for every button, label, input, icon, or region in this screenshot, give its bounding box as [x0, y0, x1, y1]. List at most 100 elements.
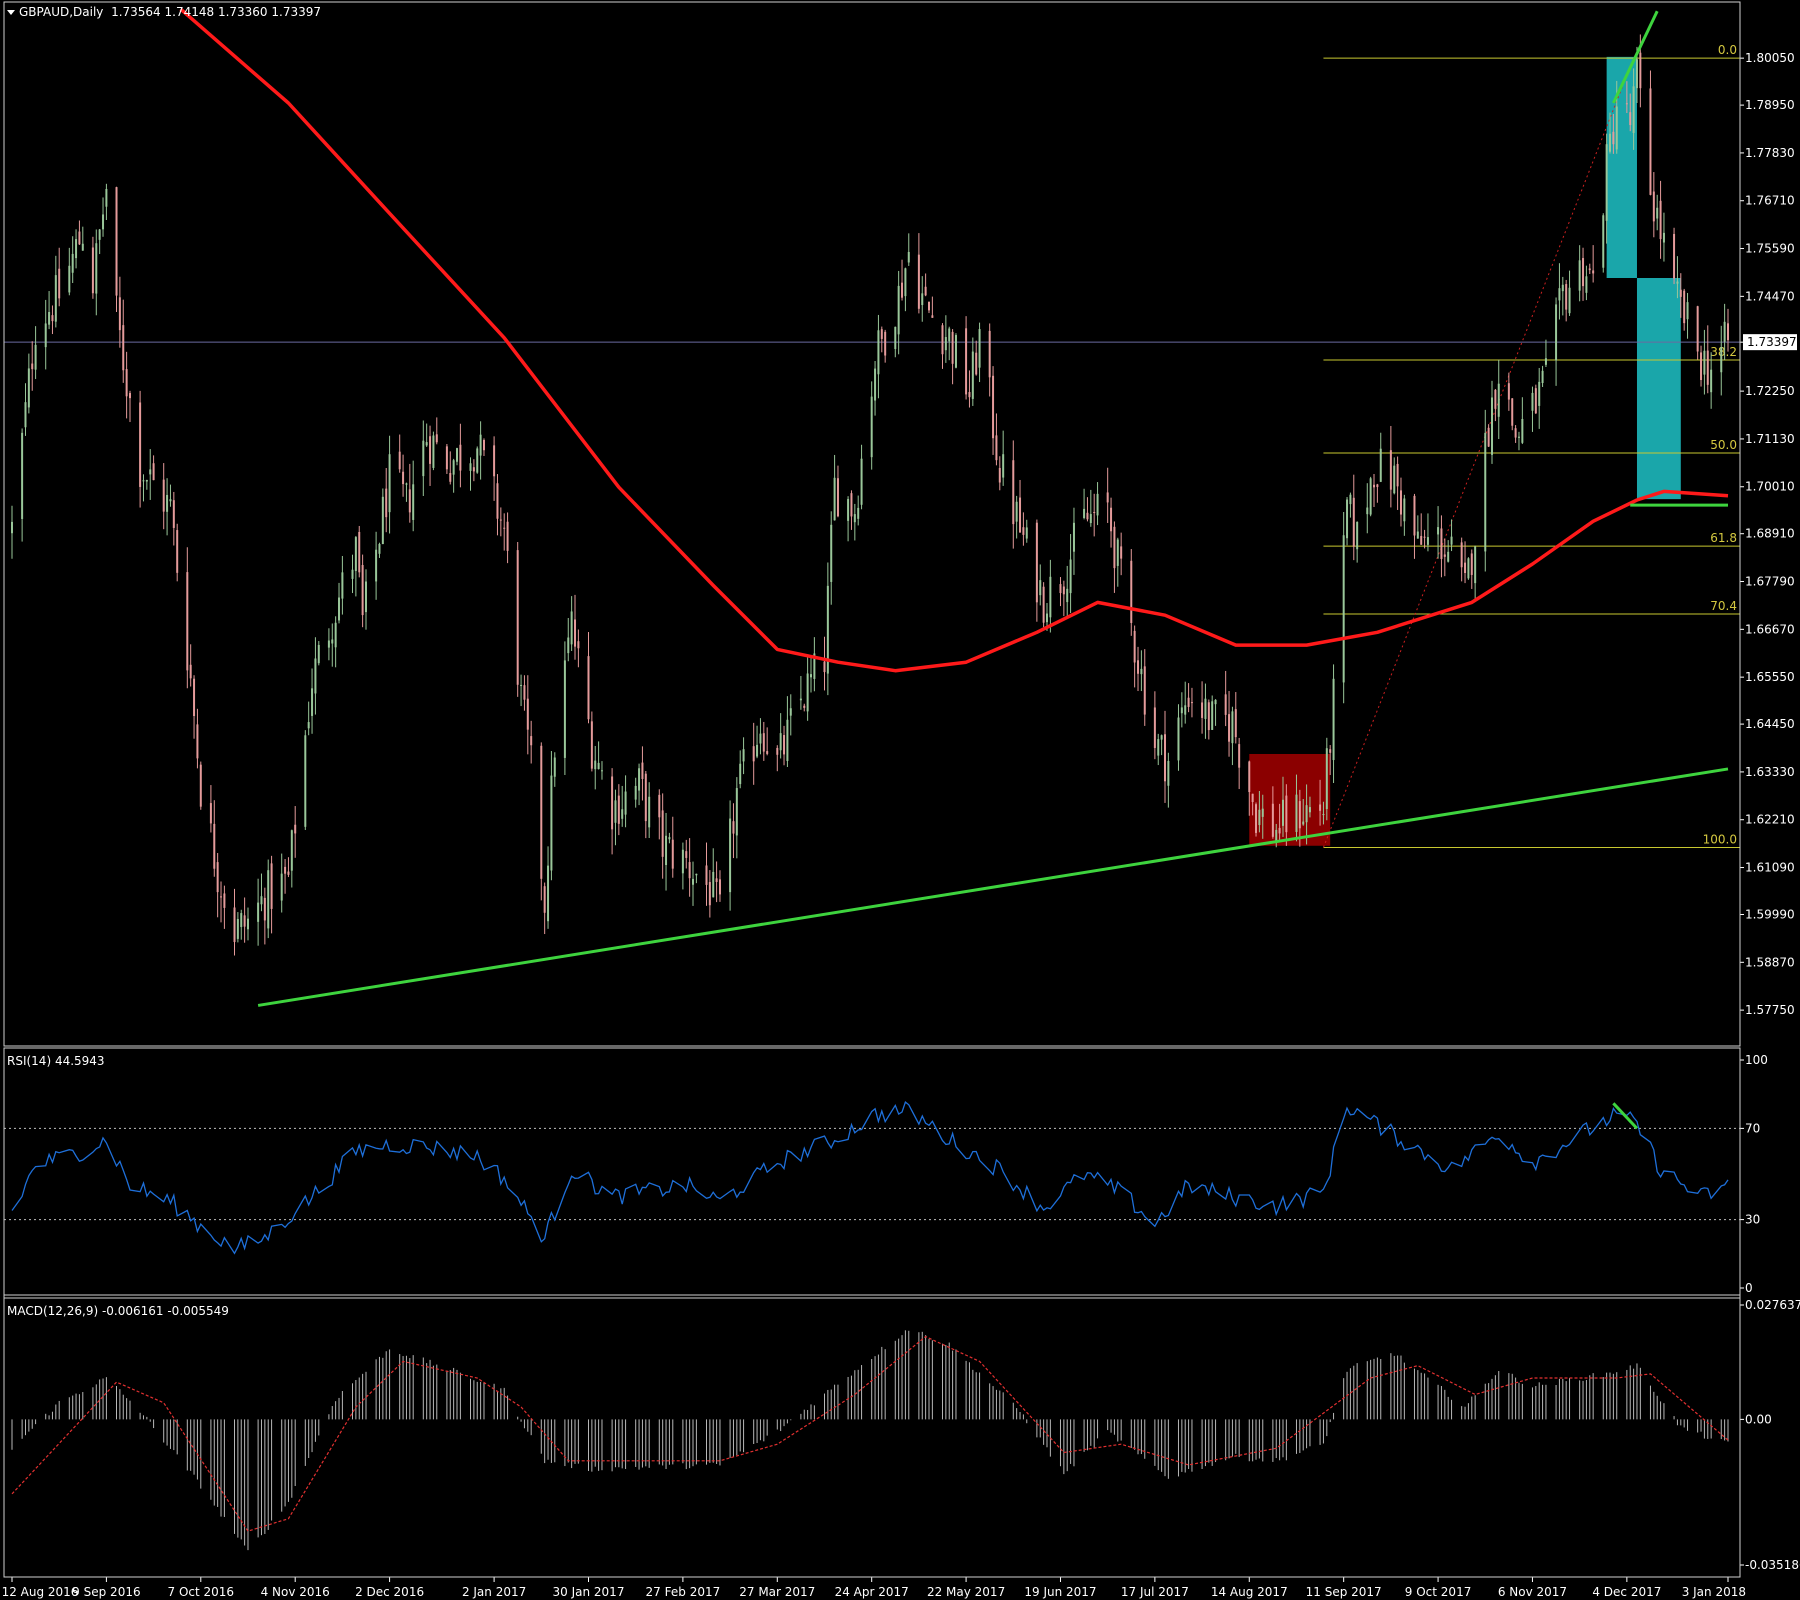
- candle-body[interactable]: [1555, 304, 1558, 361]
- candle-body[interactable]: [1615, 106, 1618, 150]
- candle-body[interactable]: [1278, 827, 1281, 834]
- candle-body[interactable]: [810, 674, 813, 678]
- candle-body[interactable]: [624, 791, 627, 815]
- candle-body[interactable]: [1686, 302, 1689, 320]
- candle-body[interactable]: [951, 331, 954, 364]
- candle-body[interactable]: [425, 442, 428, 446]
- candle-body[interactable]: [499, 519, 502, 521]
- candle-body[interactable]: [850, 493, 853, 517]
- candle-body[interactable]: [783, 735, 786, 755]
- candle-body[interactable]: [1639, 52, 1642, 89]
- candle-body[interactable]: [166, 494, 169, 512]
- candle-body[interactable]: [1261, 808, 1264, 817]
- candle-body[interactable]: [280, 873, 283, 901]
- candle-body[interactable]: [1625, 103, 1628, 105]
- rsi-panel[interactable]: 100 70 30 0: [4, 1053, 1768, 1295]
- candle-body[interactable]: [199, 764, 202, 807]
- candle-body[interactable]: [385, 488, 388, 518]
- candle-body[interactable]: [493, 445, 496, 477]
- candle-body[interactable]: [718, 879, 721, 895]
- candle-body[interactable]: [1538, 381, 1541, 406]
- candle-body[interactable]: [847, 499, 850, 521]
- candle-body[interactable]: [284, 866, 287, 874]
- candle-body[interactable]: [681, 849, 684, 874]
- candle-body[interactable]: [574, 619, 577, 647]
- candle-body[interactable]: [759, 733, 762, 744]
- candle-body[interactable]: [152, 463, 155, 481]
- candle-body[interactable]: [1588, 268, 1591, 271]
- candle-body[interactable]: [1437, 527, 1440, 535]
- candle-body[interactable]: [1211, 701, 1214, 730]
- candle-body[interactable]: [1403, 498, 1406, 522]
- candle-body[interactable]: [806, 673, 809, 712]
- candle-body[interactable]: [1544, 358, 1547, 365]
- candle-body[interactable]: [98, 229, 101, 240]
- candle-body[interactable]: [1426, 537, 1429, 545]
- candle-body[interactable]: [1413, 495, 1416, 536]
- candle-body[interactable]: [142, 480, 145, 482]
- candle-body[interactable]: [1153, 707, 1156, 748]
- candle-body[interactable]: [1255, 804, 1258, 833]
- candle-body[interactable]: [577, 641, 580, 649]
- candle-body[interactable]: [1116, 539, 1119, 566]
- candle-body[interactable]: [1366, 507, 1369, 515]
- candle-body[interactable]: [992, 375, 995, 439]
- candle-body[interactable]: [877, 330, 880, 375]
- candle-body[interactable]: [189, 664, 192, 679]
- candle-body[interactable]: [496, 483, 499, 519]
- candle-body[interactable]: [1069, 559, 1072, 594]
- candle-body[interactable]: [1130, 560, 1133, 623]
- candle-body[interactable]: [1143, 666, 1146, 715]
- candle-body[interactable]: [813, 653, 816, 679]
- candle-body[interactable]: [95, 243, 98, 294]
- candle-body[interactable]: [1420, 535, 1423, 545]
- candle-body[interactable]: [638, 768, 641, 791]
- candle-body[interactable]: [550, 775, 553, 871]
- candle-body[interactable]: [1450, 536, 1453, 545]
- candle-body[interactable]: [1049, 576, 1052, 618]
- candle-body[interactable]: [338, 597, 341, 621]
- candle-body[interactable]: [1514, 428, 1517, 438]
- candle-body[interactable]: [24, 402, 27, 428]
- candle-body[interactable]: [139, 402, 142, 487]
- candle-body[interactable]: [422, 440, 425, 477]
- candle-body[interactable]: [1039, 580, 1042, 596]
- candle-body[interactable]: [1460, 542, 1463, 568]
- candle-body[interactable]: [1228, 714, 1231, 742]
- candle-body[interactable]: [1133, 630, 1136, 663]
- candle-body[interactable]: [91, 247, 94, 294]
- candle-body[interactable]: [965, 328, 968, 395]
- macd-panel[interactable]: 0.027637 0.00 -0.035186: [11, 1298, 1800, 1572]
- candle-body[interactable]: [125, 369, 128, 397]
- candle-body[interactable]: [243, 915, 246, 927]
- candle-body[interactable]: [1447, 551, 1450, 562]
- candle-body[interactable]: [220, 896, 223, 898]
- candle-body[interactable]: [1683, 290, 1686, 324]
- candle-body[interactable]: [735, 788, 738, 836]
- candle-body[interactable]: [907, 251, 910, 263]
- candle-body[interactable]: [169, 499, 172, 502]
- candle-body[interactable]: [162, 479, 165, 512]
- candle-body[interactable]: [836, 478, 839, 517]
- price-panel[interactable]: 0.0 38.2 50.0 61.8 70.4 100.0 1.80050 1.78950 1.…: [4, 7, 1797, 1017]
- candle-body[interactable]: [948, 328, 951, 342]
- candle-body[interactable]: [597, 762, 600, 770]
- candle-body[interactable]: [449, 473, 452, 482]
- candle-body[interactable]: [405, 483, 408, 485]
- candle-body[interactable]: [246, 918, 249, 930]
- candle-body[interactable]: [311, 688, 314, 716]
- menu-triangle-icon[interactable]: [7, 10, 15, 15]
- candle-body[interactable]: [105, 188, 108, 207]
- candle-body[interactable]: [857, 507, 860, 519]
- candle-body[interactable]: [540, 745, 543, 879]
- candle-body[interactable]: [1676, 281, 1679, 284]
- candle-body[interactable]: [786, 719, 789, 761]
- candle-body[interactable]: [287, 871, 290, 875]
- candle-body[interactable]: [1629, 112, 1632, 126]
- candle-body[interactable]: [1703, 350, 1706, 375]
- candle-body[interactable]: [1531, 392, 1534, 411]
- candle-body[interactable]: [789, 708, 792, 716]
- candle-body[interactable]: [927, 301, 930, 311]
- candle-body[interactable]: [223, 893, 226, 908]
- candle-body[interactable]: [614, 800, 617, 823]
